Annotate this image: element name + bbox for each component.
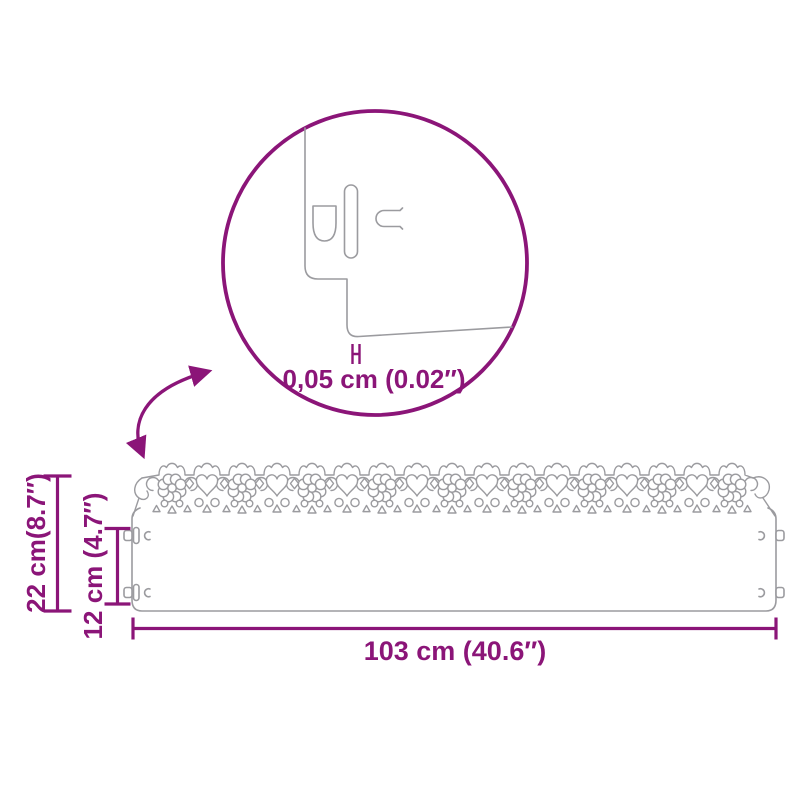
edge-connector-left-top xyxy=(123,526,151,545)
detail-linework xyxy=(304,127,513,338)
length-label: 103 cm (40.6″) xyxy=(364,636,547,666)
lens-circle xyxy=(221,109,529,417)
panel-height-label: 12 cm (4.7″) xyxy=(78,493,108,640)
thickness-marks xyxy=(351,344,361,364)
product-drawing xyxy=(123,462,785,612)
thickness-label: 0,05 cm (0.02″) xyxy=(282,364,465,394)
detail-circle: 0,05 cm (0.02″) xyxy=(221,109,529,417)
detail-hook xyxy=(375,207,404,230)
total-height-label: 22 cm(8.7″) xyxy=(21,473,51,613)
edge-connector-left-bottom xyxy=(123,583,151,602)
detail-tab xyxy=(312,205,337,242)
panel-outline xyxy=(131,507,777,612)
lace-border xyxy=(132,462,776,517)
detail-slot xyxy=(343,184,359,259)
detail-panel-edge xyxy=(304,127,513,338)
edge-connector-right-bottom xyxy=(758,586,785,599)
dimension-length: 103 cm (40.6″) xyxy=(131,617,778,666)
magnifier-arrow-icon xyxy=(125,365,213,460)
edge-connector-right-top xyxy=(758,529,785,542)
dimension-panel-height: 12 cm (4.7″) xyxy=(78,493,131,640)
dimension-total-height: 22 cm(8.7″) xyxy=(21,473,72,613)
